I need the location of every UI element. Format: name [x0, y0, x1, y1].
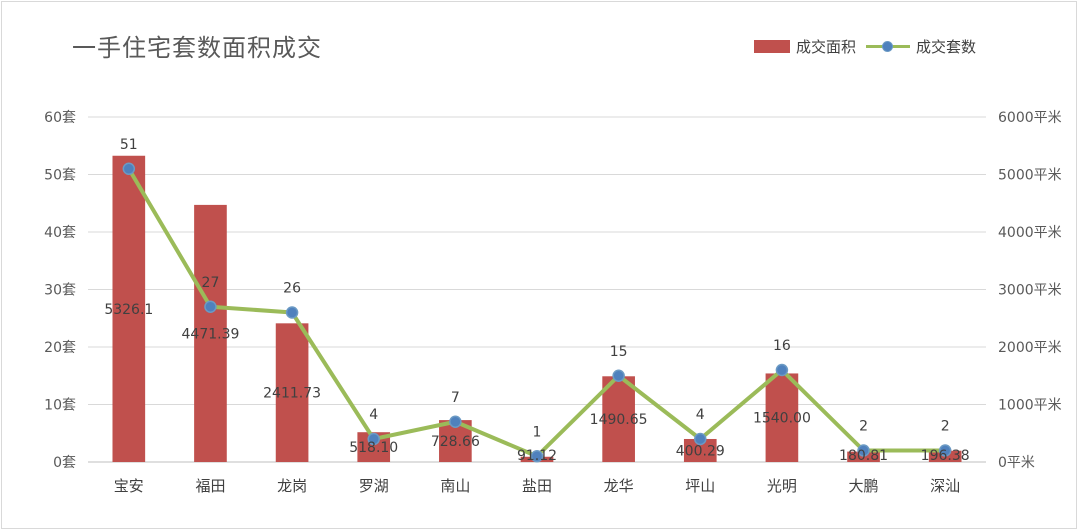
count-data-label: 26: [283, 281, 301, 297]
line-marker: [775, 363, 789, 377]
x-tick-label: 龙岗: [277, 477, 307, 495]
y-right-tick-label: 5000平米: [998, 168, 1062, 184]
line-marker: [612, 369, 625, 382]
x-tick-label: 福田: [195, 477, 225, 495]
area-data-label: 5326.1: [104, 302, 153, 318]
area-data-label: 1490.65: [590, 412, 648, 428]
legend-line-swatch: [866, 40, 911, 53]
bar: [194, 204, 227, 462]
line-marker: [367, 432, 380, 446]
count-data-label: 27: [202, 275, 220, 291]
count-data-label: 15: [610, 344, 628, 360]
count-data-label: 2: [859, 419, 868, 435]
x-tick-label: 盐田: [522, 477, 552, 495]
area-data-label: 91.12: [517, 448, 557, 464]
x-tick-label: 坪山: [685, 477, 715, 495]
x-tick-label: 罗湖: [359, 477, 389, 495]
count-data-label: 4: [369, 407, 378, 423]
bar: [847, 451, 880, 462]
line-marker: [938, 444, 952, 457]
y-left-tick-label: 0套: [53, 455, 76, 471]
line-marker: [204, 300, 217, 313]
line-marker: [122, 162, 136, 175]
y-left-tick-label: 10套: [44, 398, 76, 414]
y-left-tick-label: 30套: [44, 283, 76, 299]
y-left-tick-label: 20套: [44, 340, 76, 356]
count-data-label: 16: [773, 338, 791, 354]
y-right-tick-label: 3000平米: [998, 283, 1062, 299]
line-marker: [530, 450, 544, 463]
x-tick-label: 宝安: [114, 477, 144, 495]
legend-bar-swatch: [754, 40, 790, 53]
y-right-tick-label: 1000平米: [998, 398, 1062, 414]
area-data-label: 1540.00: [753, 411, 811, 427]
series-line: [127, 167, 946, 459]
y-right-tick-label: 4000平米: [998, 225, 1062, 241]
count-data-label: 1: [533, 424, 542, 440]
bar: [112, 155, 146, 462]
bar: [602, 376, 635, 462]
x-tick-label: 光明: [767, 477, 797, 495]
count-data-label: 4: [696, 407, 705, 423]
area-data-label: 2411.73: [263, 386, 321, 402]
y-left-tick-label: 60套: [44, 110, 76, 126]
count-data-label: 51: [120, 137, 138, 153]
chart-legend: 成交面积 成交套数: [754, 36, 986, 57]
y-right-tick-label: 0平米: [998, 455, 1035, 471]
legend-item-area: 成交面积: [754, 36, 856, 57]
area-data-label: 518.10: [349, 440, 398, 456]
x-tick-label: 大鹏: [849, 477, 879, 495]
line-marker: [449, 415, 462, 428]
area-data-label: 180.81: [839, 448, 888, 464]
bar: [765, 373, 799, 462]
y-right-tick-label: 6000平米: [998, 110, 1062, 126]
legend-item-count: 成交套数: [866, 36, 976, 57]
line-marker: [285, 306, 299, 319]
area-data-label: 728.66: [431, 434, 480, 450]
bar: [275, 323, 309, 462]
y-left-tick-label: 40套: [44, 225, 76, 241]
line-marker: [857, 444, 870, 457]
x-tick-label: 龙华: [604, 477, 634, 495]
x-tick-label: 南山: [440, 477, 470, 495]
legend-label-area: 成交面积: [796, 38, 857, 56]
x-tick-label: 深汕: [930, 477, 960, 495]
y-right-tick-label: 2000平米: [998, 340, 1062, 356]
count-data-label: 2: [941, 419, 950, 435]
chart-title: 一手住宅套数面积成交: [72, 34, 322, 62]
line-marker: [694, 432, 707, 446]
count-data-label: 7: [451, 390, 460, 406]
y-left-tick-label: 50套: [44, 168, 76, 184]
bar: [683, 438, 717, 462]
area-data-label: 196.38: [921, 448, 970, 464]
legend-label-count: 成交套数: [916, 38, 977, 56]
area-data-label: 400.29: [676, 443, 725, 459]
area-data-label: 4471.39: [182, 326, 240, 342]
